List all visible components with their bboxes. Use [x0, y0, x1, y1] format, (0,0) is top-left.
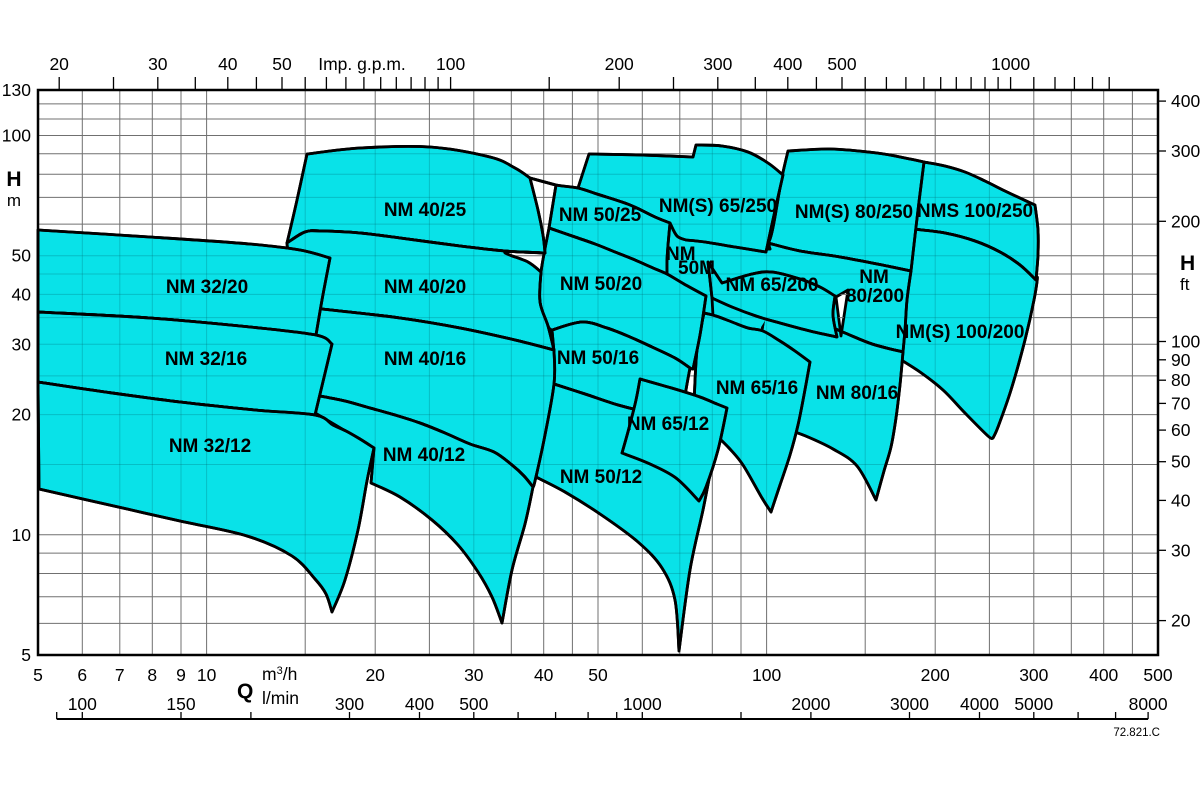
- svg-text:90: 90: [1171, 350, 1191, 370]
- svg-text:300: 300: [703, 54, 732, 74]
- svg-text:m3/h: m3/h: [262, 664, 297, 684]
- svg-text:40: 40: [534, 665, 554, 685]
- svg-text:Q: Q: [237, 680, 253, 703]
- svg-text:200: 200: [605, 54, 634, 74]
- svg-text:3000: 3000: [890, 694, 929, 714]
- svg-text:NM(S) 80/250: NM(S) 80/250: [795, 202, 913, 223]
- svg-text:500: 500: [1143, 665, 1172, 685]
- svg-text:30: 30: [464, 665, 484, 685]
- svg-text:NM 32/16: NM 32/16: [165, 349, 247, 370]
- svg-text:NM 65/200: NM 65/200: [726, 275, 819, 296]
- svg-text:9: 9: [176, 665, 186, 685]
- svg-text:8: 8: [147, 665, 157, 685]
- svg-text:6: 6: [77, 665, 87, 685]
- svg-text:100: 100: [2, 126, 31, 146]
- svg-text:200: 200: [921, 665, 950, 685]
- svg-text:80/200: 80/200: [846, 286, 904, 307]
- svg-text:m: m: [7, 191, 21, 210]
- svg-text:80: 80: [1171, 370, 1191, 390]
- svg-text:8000: 8000: [1129, 694, 1168, 714]
- svg-text:300: 300: [335, 694, 364, 714]
- svg-text:50M: 50M: [678, 258, 715, 279]
- svg-text:NM 40/25: NM 40/25: [384, 200, 467, 221]
- svg-text:NM 65/12: NM 65/12: [627, 414, 709, 435]
- svg-text:50: 50: [12, 246, 32, 266]
- svg-text:NM 40/16: NM 40/16: [384, 349, 466, 370]
- svg-text:5000: 5000: [1014, 694, 1053, 714]
- svg-text:70: 70: [1171, 393, 1191, 413]
- svg-text:NM 50/12: NM 50/12: [560, 467, 642, 488]
- svg-text:150: 150: [166, 694, 195, 714]
- svg-text:200: 200: [1171, 211, 1200, 231]
- svg-text:300: 300: [1019, 665, 1048, 685]
- svg-text:30: 30: [12, 334, 32, 354]
- svg-text:2000: 2000: [791, 694, 830, 714]
- svg-text:20: 20: [365, 665, 385, 685]
- svg-text:130: 130: [2, 80, 31, 100]
- svg-text:NM: NM: [859, 267, 889, 288]
- svg-text:100: 100: [68, 694, 97, 714]
- svg-text:10: 10: [197, 665, 217, 685]
- svg-text:NM 32/20: NM 32/20: [166, 277, 248, 298]
- svg-text:NM(S) 100/200: NM(S) 100/200: [896, 322, 1025, 343]
- svg-text:NM 50/20: NM 50/20: [560, 274, 642, 295]
- svg-text:Imp. g.p.m.: Imp. g.p.m.: [318, 54, 406, 74]
- svg-text:50: 50: [272, 54, 292, 74]
- svg-text:NM 65/16: NM 65/16: [716, 378, 798, 399]
- svg-text:72.821.C: 72.821.C: [1113, 727, 1160, 739]
- svg-text:40: 40: [1171, 490, 1191, 510]
- svg-text:l/min: l/min: [262, 688, 299, 708]
- svg-text:NM 32/12: NM 32/12: [169, 436, 251, 457]
- svg-text:100: 100: [752, 665, 781, 685]
- svg-text:500: 500: [827, 54, 856, 74]
- svg-text:NM 50/16: NM 50/16: [557, 348, 639, 369]
- svg-text:1000: 1000: [623, 694, 662, 714]
- svg-text:30: 30: [148, 54, 168, 74]
- svg-text:NM 40/12: NM 40/12: [383, 445, 465, 466]
- svg-text:H: H: [1180, 252, 1195, 275]
- svg-text:500: 500: [459, 694, 488, 714]
- svg-text:50: 50: [1171, 452, 1191, 472]
- svg-text:5: 5: [33, 665, 43, 685]
- svg-text:400: 400: [1171, 91, 1200, 111]
- svg-text:NM 80/16: NM 80/16: [816, 383, 898, 404]
- svg-text:30: 30: [1171, 540, 1191, 560]
- svg-text:40: 40: [12, 284, 32, 304]
- svg-text:5: 5: [21, 645, 31, 665]
- svg-text:100: 100: [436, 54, 465, 74]
- svg-text:60: 60: [1171, 420, 1191, 440]
- svg-text:20: 20: [1171, 611, 1191, 631]
- svg-text:NM(S) 65/250: NM(S) 65/250: [659, 196, 777, 217]
- svg-text:400: 400: [1089, 665, 1118, 685]
- svg-text:1000: 1000: [991, 54, 1030, 74]
- svg-text:4000: 4000: [960, 694, 999, 714]
- svg-text:ft: ft: [1180, 275, 1190, 294]
- svg-text:400: 400: [405, 694, 434, 714]
- svg-text:20: 20: [49, 54, 69, 74]
- svg-text:NMS 100/250: NMS 100/250: [917, 201, 1033, 222]
- svg-text:7: 7: [115, 665, 125, 685]
- svg-text:300: 300: [1171, 141, 1200, 161]
- svg-text:100: 100: [1171, 332, 1200, 352]
- svg-text:50: 50: [588, 665, 608, 685]
- svg-text:40: 40: [218, 54, 238, 74]
- svg-text:400: 400: [773, 54, 802, 74]
- svg-text:H: H: [6, 168, 21, 191]
- svg-text:NM 50/25: NM 50/25: [559, 205, 642, 226]
- svg-text:NM: NM: [666, 244, 696, 265]
- svg-text:NM 40/20: NM 40/20: [384, 277, 466, 298]
- svg-text:20: 20: [12, 405, 32, 425]
- svg-text:10: 10: [12, 525, 32, 545]
